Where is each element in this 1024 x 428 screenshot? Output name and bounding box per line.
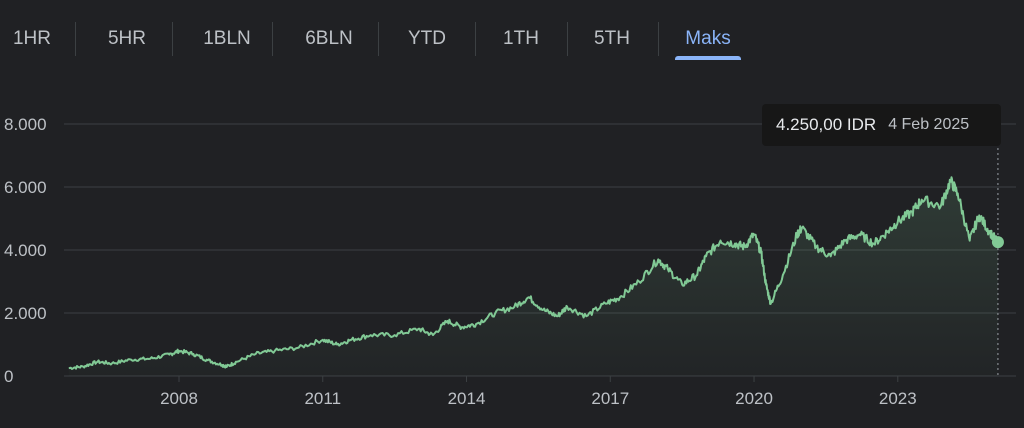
price-line	[68, 176, 999, 370]
tab-6bln[interactable]: 6BLN	[305, 28, 353, 49]
tab-separator	[75, 22, 76, 56]
x-tick-label: 2017	[591, 389, 629, 408]
price-tooltip: 4.250,00 IDR 4 Feb 2025	[762, 104, 1001, 146]
time-range-tabs: 1HR 5HR 1BLN 6BLN YTD 1TH 5TH Maks	[0, 0, 1024, 62]
price-area-fill	[68, 177, 998, 376]
tab-separator	[272, 22, 273, 56]
tab-separator	[567, 22, 568, 56]
y-tick-label: 2.000	[4, 304, 47, 323]
active-tab-indicator	[675, 56, 741, 60]
tab-5hr[interactable]: 5HR	[107, 28, 146, 49]
tab-maks[interactable]: Maks	[685, 28, 731, 49]
tab-separator	[378, 22, 379, 56]
y-tick-label: 6.000	[4, 178, 47, 197]
x-tick-label: 2011	[304, 389, 341, 408]
x-tick-label: 2008	[160, 389, 198, 408]
tab-1hr[interactable]: 1HR	[12, 28, 51, 49]
x-tick-label: 2023	[879, 389, 917, 408]
y-tick-label: 0	[4, 367, 13, 386]
hover-point-marker	[991, 236, 1004, 249]
tab-5th[interactable]: 5TH	[594, 28, 630, 49]
y-tick-label: 8.000	[4, 115, 47, 134]
tooltip-date: 4 Feb 2025	[888, 116, 970, 133]
tab-separator	[475, 22, 476, 56]
y-tick-label: 4.000	[4, 241, 47, 260]
tab-separator	[172, 22, 173, 56]
tab-1th[interactable]: 1TH	[503, 28, 539, 49]
x-tick-label: 2020	[735, 389, 773, 408]
tab-separator	[658, 22, 659, 56]
tooltip-price: 4.250,00 IDR	[776, 115, 877, 134]
x-tick-label: 2014	[448, 389, 486, 408]
tab-1bln[interactable]: 1BLN	[203, 28, 251, 49]
tab-ytd[interactable]: YTD	[408, 28, 446, 49]
